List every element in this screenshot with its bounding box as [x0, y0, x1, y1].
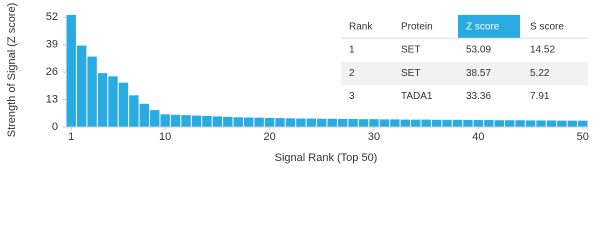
- x-tick-label: 50: [577, 131, 589, 143]
- bar: [390, 119, 400, 127]
- bar: [348, 118, 358, 127]
- bar: [327, 118, 337, 127]
- y-axis-label: Strength of Signal (Z score): [6, 3, 18, 138]
- bar: [212, 116, 223, 127]
- table-cell: 14.52: [530, 45, 555, 56]
- bar: [515, 120, 525, 127]
- table-cell: SET: [401, 68, 420, 79]
- table-cell: SET: [401, 45, 420, 56]
- bar: [191, 115, 202, 127]
- bar: [484, 120, 494, 127]
- bar: [567, 120, 578, 127]
- table-cell: TADA1: [401, 91, 433, 102]
- column-header: Z score: [466, 21, 500, 32]
- bar: [139, 103, 150, 127]
- bar: [337, 118, 348, 127]
- bar: [431, 119, 442, 127]
- bar: [578, 120, 588, 127]
- x-tick-label: 10: [159, 131, 171, 143]
- header-highlight: [458, 15, 520, 39]
- bar: [285, 118, 296, 127]
- bar: [160, 114, 170, 127]
- bar: [546, 120, 557, 127]
- y-tick-label: 39: [46, 39, 58, 51]
- bar: [306, 118, 317, 127]
- bar: [442, 119, 452, 127]
- bar: [525, 120, 536, 127]
- y-tick-label: 52: [46, 11, 58, 23]
- table-cell: 1: [349, 45, 355, 56]
- table-cell: 53.09: [466, 45, 491, 56]
- bar: [296, 118, 306, 127]
- bar: [181, 115, 191, 127]
- bar: [76, 45, 87, 127]
- bar: [421, 119, 431, 127]
- table-cell: 5.22: [530, 68, 550, 79]
- table-cell: 7.91: [530, 91, 550, 102]
- bar: [118, 82, 129, 127]
- bar: [463, 120, 473, 127]
- x-tick-label: 40: [472, 131, 484, 143]
- bar: [66, 14, 76, 127]
- y-tick-label: 26: [46, 66, 58, 78]
- bar: [243, 117, 254, 127]
- bar: [129, 95, 139, 127]
- bar: [317, 118, 327, 127]
- bar: [504, 120, 515, 127]
- column-header: Protein: [401, 21, 433, 32]
- bar: [87, 56, 97, 127]
- table-cell: 3: [349, 91, 355, 102]
- row-stripe: [341, 61, 588, 85]
- bar: [473, 120, 484, 127]
- x-tick-label: 1: [68, 131, 74, 143]
- bar: [202, 116, 212, 127]
- bar: [379, 119, 390, 127]
- bar: [275, 118, 285, 127]
- chart: Strength of Signal (Z score) Signal Rank…: [6, 3, 589, 164]
- bar: [223, 116, 233, 127]
- table-cell: 38.57: [466, 68, 491, 79]
- bar: [150, 110, 160, 127]
- bar: [358, 119, 369, 127]
- bar: [170, 114, 181, 127]
- bar: [536, 120, 546, 127]
- x-axis-label: Signal Rank (Top 50): [275, 152, 378, 164]
- bar: [97, 73, 108, 127]
- column-header: Rank: [349, 21, 373, 32]
- y-tick-label: 0: [52, 121, 58, 133]
- bar: [400, 119, 411, 127]
- bar: [369, 119, 379, 127]
- bar: [494, 120, 504, 127]
- bar: [108, 76, 118, 127]
- x-tick-label: 30: [368, 131, 380, 143]
- table: Rank Protein Z score S score 1 SET 53.09 14.52 2…: [341, 15, 588, 109]
- y-tick-label: 13: [46, 93, 58, 105]
- bar: [452, 119, 463, 127]
- bar: [557, 120, 567, 127]
- bar: [264, 117, 275, 127]
- bar: [411, 119, 421, 127]
- bar: [254, 117, 264, 127]
- bar: [233, 117, 243, 127]
- table-cell: 33.36: [466, 91, 491, 102]
- x-tick-label: 20: [263, 131, 275, 143]
- table-cell: 2: [349, 68, 355, 79]
- column-header: S score: [530, 21, 564, 32]
